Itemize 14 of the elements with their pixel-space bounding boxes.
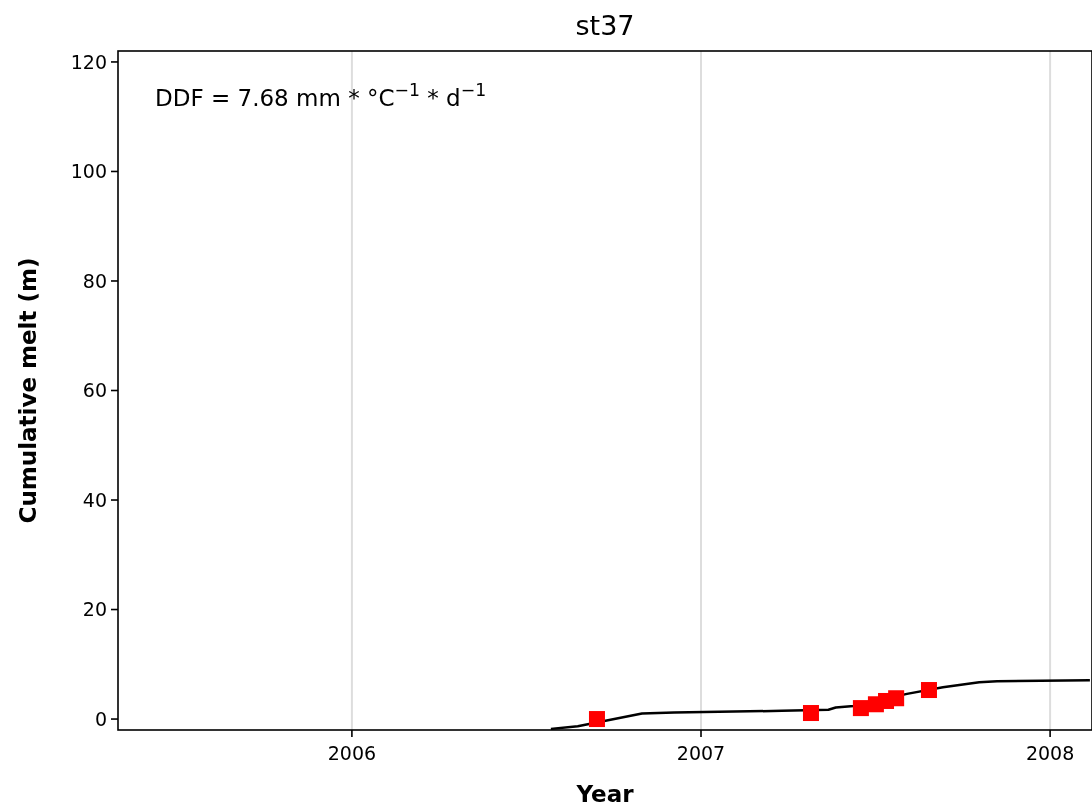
y-tick-label: 20 (82, 598, 107, 621)
y-tick-label: 120 (70, 50, 107, 73)
x-tick-label: 2007 (676, 742, 726, 764)
x-tick-label: 2006 (327, 742, 377, 764)
y-tick-label: 60 (82, 379, 107, 402)
x-tick-label: 2008 (1025, 742, 1075, 764)
x-axis-title: Year (575, 781, 635, 807)
y-axis-title: Cumulative melt (m) (15, 257, 41, 524)
y-tick-label: 0 (94, 707, 107, 730)
annotation: DDF = 7.68 mm * °C$^{−1}$ * d$^{−1}$ (155, 80, 487, 111)
chart-title: st37 (575, 10, 635, 41)
y-tick-label: 80 (82, 269, 107, 292)
y-tick-label: 100 (70, 160, 107, 183)
y-tick-label: 40 (82, 488, 107, 511)
